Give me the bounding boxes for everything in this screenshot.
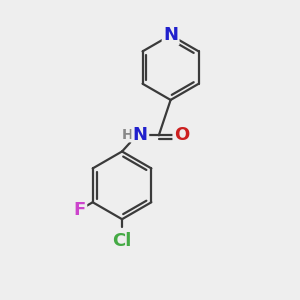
Text: H: H xyxy=(122,128,134,142)
Text: O: O xyxy=(174,126,189,144)
Text: Cl: Cl xyxy=(112,232,132,250)
Text: N: N xyxy=(163,26,178,44)
Text: N: N xyxy=(133,126,148,144)
Text: F: F xyxy=(74,201,86,219)
